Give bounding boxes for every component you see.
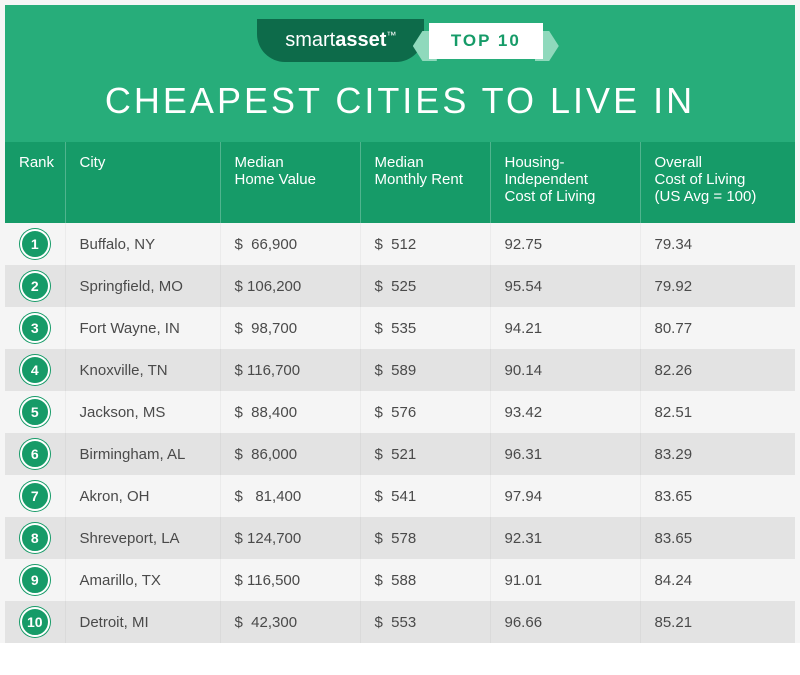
home-value-cell: $ 42,300: [220, 601, 360, 643]
rank-cell: 9: [5, 559, 65, 601]
hicol-cell: 92.75: [490, 223, 640, 265]
rank-cell: 2: [5, 265, 65, 307]
brand-logo: smartasset™: [257, 19, 424, 62]
table-row: 8 Shreveport, LA$ 124,700$ 57892.3183.65: [5, 517, 795, 559]
col-header-hicol: Housing-IndependentCost of Living: [490, 142, 640, 223]
ocol-cell: 79.34: [640, 223, 795, 265]
table-row: 9 Amarillo, TX$ 116,500$ 58891.0184.24: [5, 559, 795, 601]
hicol-cell: 93.42: [490, 391, 640, 433]
rank-badge: 3: [20, 313, 50, 343]
hicol-cell: 94.21: [490, 307, 640, 349]
header-block: smartasset™ TOP 10 CHEAPEST CITIES TO LI…: [0, 0, 800, 142]
rank-badge: 10: [20, 607, 50, 637]
rank-cell: 3: [5, 307, 65, 349]
page-title: CHEAPEST CITIES TO LIVE IN: [5, 80, 795, 122]
city-cell: Jackson, MS: [65, 391, 220, 433]
ocol-cell: 82.26: [640, 349, 795, 391]
rent-cell: $ 525: [360, 265, 490, 307]
col-header-home-value: MedianHome Value: [220, 142, 360, 223]
cities-table: Rank City MedianHome Value MedianMonthly…: [5, 142, 795, 643]
rank-badge: 4: [20, 355, 50, 385]
ocol-cell: 85.21: [640, 601, 795, 643]
city-cell: Birmingham, AL: [65, 433, 220, 475]
rank-badge: 1: [20, 229, 50, 259]
table-row: 3 Fort Wayne, IN$ 98,700$ 53594.2180.77: [5, 307, 795, 349]
hicol-cell: 90.14: [490, 349, 640, 391]
brand-part2: asset: [335, 29, 386, 51]
table-row: 7 Akron, OH$ 81,400$ 54197.9483.65: [5, 475, 795, 517]
ocol-cell: 83.29: [640, 433, 795, 475]
home-value-cell: $ 66,900: [220, 223, 360, 265]
col-header-rent: MedianMonthly Rent: [360, 142, 490, 223]
hicol-cell: 96.31: [490, 433, 640, 475]
table-row: 10 Detroit, MI$ 42,300$ 55396.6685.21: [5, 601, 795, 643]
table-row: 4 Knoxville, TN$ 116,700$ 58990.1482.26: [5, 349, 795, 391]
hicol-cell: 92.31: [490, 517, 640, 559]
city-cell: Detroit, MI: [65, 601, 220, 643]
home-value-cell: $ 116,700: [220, 349, 360, 391]
ocol-cell: 79.92: [640, 265, 795, 307]
col-header-ocol: OverallCost of Living(US Avg = 100): [640, 142, 795, 223]
infographic-container: smartasset™ TOP 10 CHEAPEST CITIES TO LI…: [0, 0, 800, 675]
city-cell: Fort Wayne, IN: [65, 307, 220, 349]
ocol-cell: 84.24: [640, 559, 795, 601]
rent-cell: $ 541: [360, 475, 490, 517]
brand-tm: ™: [386, 30, 396, 41]
table-head: Rank City MedianHome Value MedianMonthly…: [5, 142, 795, 223]
rank-cell: 10: [5, 601, 65, 643]
rank-cell: 8: [5, 517, 65, 559]
home-value-cell: $ 116,500: [220, 559, 360, 601]
home-value-cell: $ 98,700: [220, 307, 360, 349]
col-header-rank: Rank: [5, 142, 65, 223]
city-cell: Akron, OH: [65, 475, 220, 517]
home-value-cell: $ 86,000: [220, 433, 360, 475]
home-value-cell: $ 106,200: [220, 265, 360, 307]
top-label: TOP 10: [429, 23, 543, 59]
col-header-city: City: [65, 142, 220, 223]
rent-cell: $ 521: [360, 433, 490, 475]
rank-badge: 7: [20, 481, 50, 511]
hicol-cell: 91.01: [490, 559, 640, 601]
city-cell: Knoxville, TN: [65, 349, 220, 391]
city-cell: Amarillo, TX: [65, 559, 220, 601]
rent-cell: $ 588: [360, 559, 490, 601]
rank-badge: 8: [20, 523, 50, 553]
table-body: 1 Buffalo, NY$ 66,900$ 51292.7579.34 2 Spri…: [5, 223, 795, 643]
top-label-wrap: TOP 10: [429, 23, 543, 59]
home-value-cell: $ 88,400: [220, 391, 360, 433]
rent-cell: $ 553: [360, 601, 490, 643]
table-row: 2 Springfield, MO$ 106,200$ 52595.5479.92: [5, 265, 795, 307]
ocol-cell: 83.65: [640, 475, 795, 517]
city-cell: Shreveport, LA: [65, 517, 220, 559]
rank-badge: 6: [20, 439, 50, 469]
rank-badge: 9: [20, 565, 50, 595]
rank-badge: 5: [20, 397, 50, 427]
table-wrap: Rank City MedianHome Value MedianMonthly…: [0, 142, 800, 643]
rank-cell: 7: [5, 475, 65, 517]
home-value-cell: $ 81,400: [220, 475, 360, 517]
ocol-cell: 82.51: [640, 391, 795, 433]
rent-cell: $ 578: [360, 517, 490, 559]
rank-cell: 1: [5, 223, 65, 265]
rank-cell: 6: [5, 433, 65, 475]
rent-cell: $ 535: [360, 307, 490, 349]
hicol-cell: 95.54: [490, 265, 640, 307]
table-row: 1 Buffalo, NY$ 66,900$ 51292.7579.34: [5, 223, 795, 265]
rank-cell: 4: [5, 349, 65, 391]
ocol-cell: 83.65: [640, 517, 795, 559]
hicol-cell: 96.66: [490, 601, 640, 643]
rent-cell: $ 512: [360, 223, 490, 265]
table-row: 6 Birmingham, AL$ 86,000$ 52196.3183.29: [5, 433, 795, 475]
rent-cell: $ 589: [360, 349, 490, 391]
table-row: 5 Jackson, MS$ 88,400$ 57693.4282.51: [5, 391, 795, 433]
city-cell: Springfield, MO: [65, 265, 220, 307]
home-value-cell: $ 124,700: [220, 517, 360, 559]
hicol-cell: 97.94: [490, 475, 640, 517]
ocol-cell: 80.77: [640, 307, 795, 349]
rank-cell: 5: [5, 391, 65, 433]
brand-part1: smart: [285, 29, 335, 51]
rank-badge: 2: [20, 271, 50, 301]
city-cell: Buffalo, NY: [65, 223, 220, 265]
rent-cell: $ 576: [360, 391, 490, 433]
